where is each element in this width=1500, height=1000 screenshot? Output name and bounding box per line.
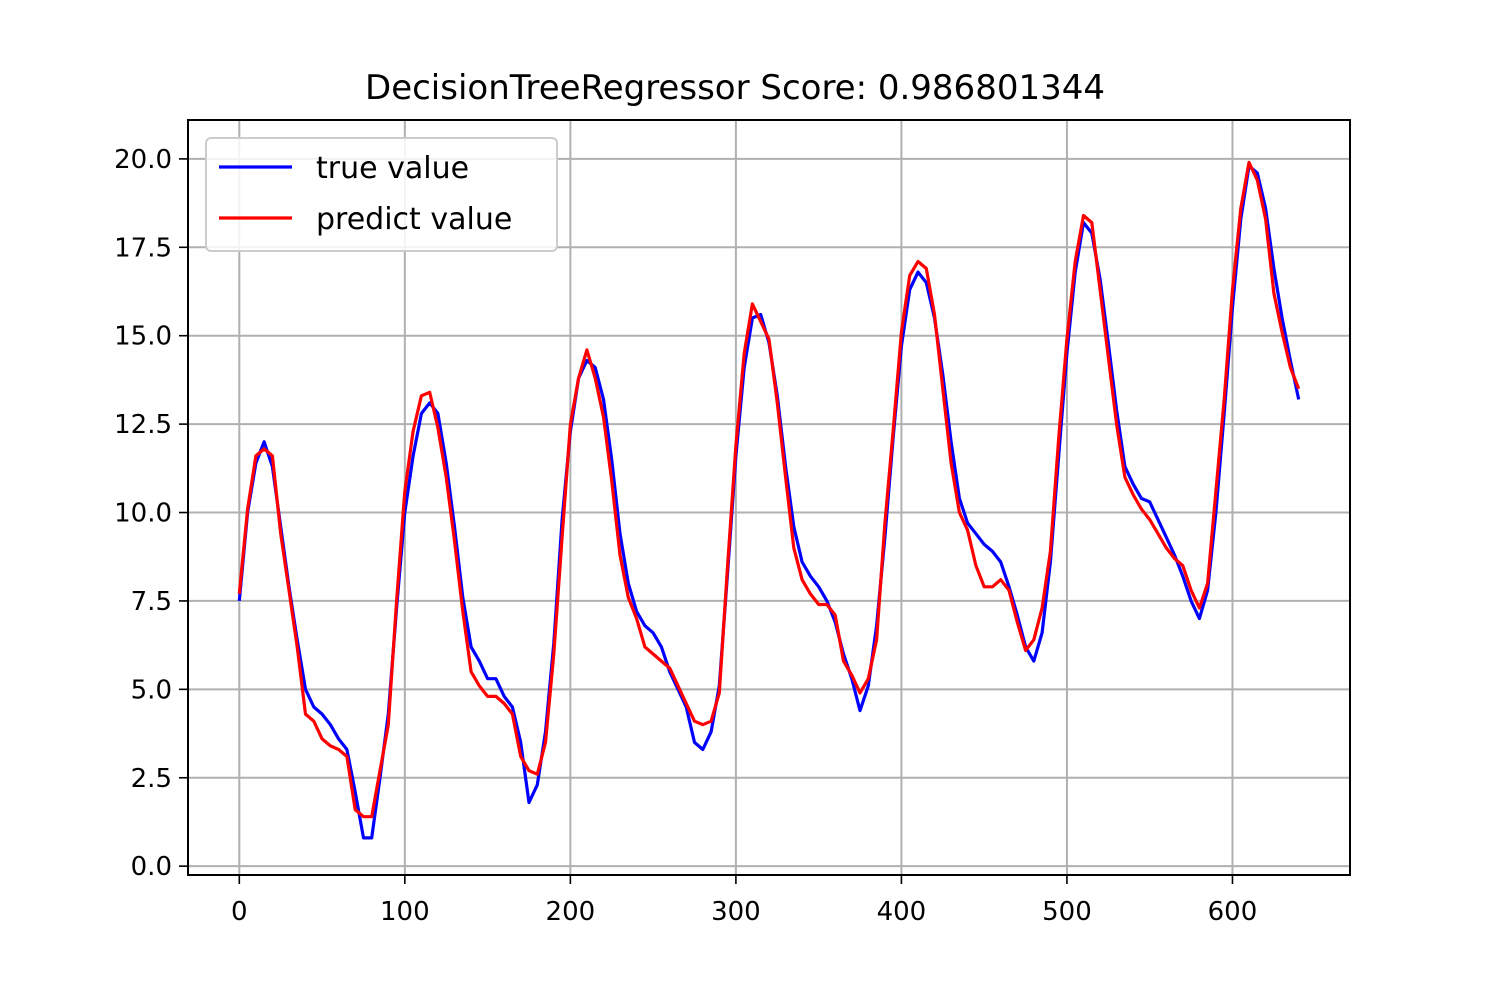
y-tick-label: 20.0 — [114, 145, 172, 175]
legend-box — [205, 137, 558, 252]
legend: true value predict value — [205, 137, 558, 252]
legend-label: predict value — [316, 202, 512, 237]
y-tick-label: 2.5 — [131, 764, 172, 794]
x-tick-label: 600 — [1208, 897, 1258, 927]
y-tick-label: 15.0 — [114, 322, 172, 352]
y-tick-label: 0.0 — [131, 852, 172, 882]
x-tick-label: 100 — [380, 897, 430, 927]
axis-ticks: 0 100 200 300 400 500 600 0.0 2.5 5.0 7.5 10.0 12.5 1… — [114, 145, 1257, 927]
plot-frame — [187, 119, 1351, 876]
chart-title: DecisionTreeRegressor Score: 0.986801344 — [365, 68, 1105, 108]
x-tick-label: 300 — [711, 897, 761, 927]
x-tick-label: 500 — [1042, 897, 1092, 927]
x-tick-label: 400 — [877, 897, 927, 927]
y-tick-label: 12.5 — [114, 410, 172, 440]
legend-label: true value — [316, 151, 469, 186]
plot-series — [237, 160, 1301, 840]
y-tick-label: 7.5 — [131, 587, 172, 617]
y-tick-label: 17.5 — [114, 233, 172, 263]
y-tick-label: 5.0 — [131, 675, 172, 705]
series-line-predict-value — [237, 160, 1301, 819]
x-tick-label: 200 — [546, 897, 596, 927]
y-tick-label: 10.0 — [114, 499, 172, 529]
series-line-true-value — [237, 164, 1301, 840]
x-tick-label: 0 — [231, 897, 248, 927]
